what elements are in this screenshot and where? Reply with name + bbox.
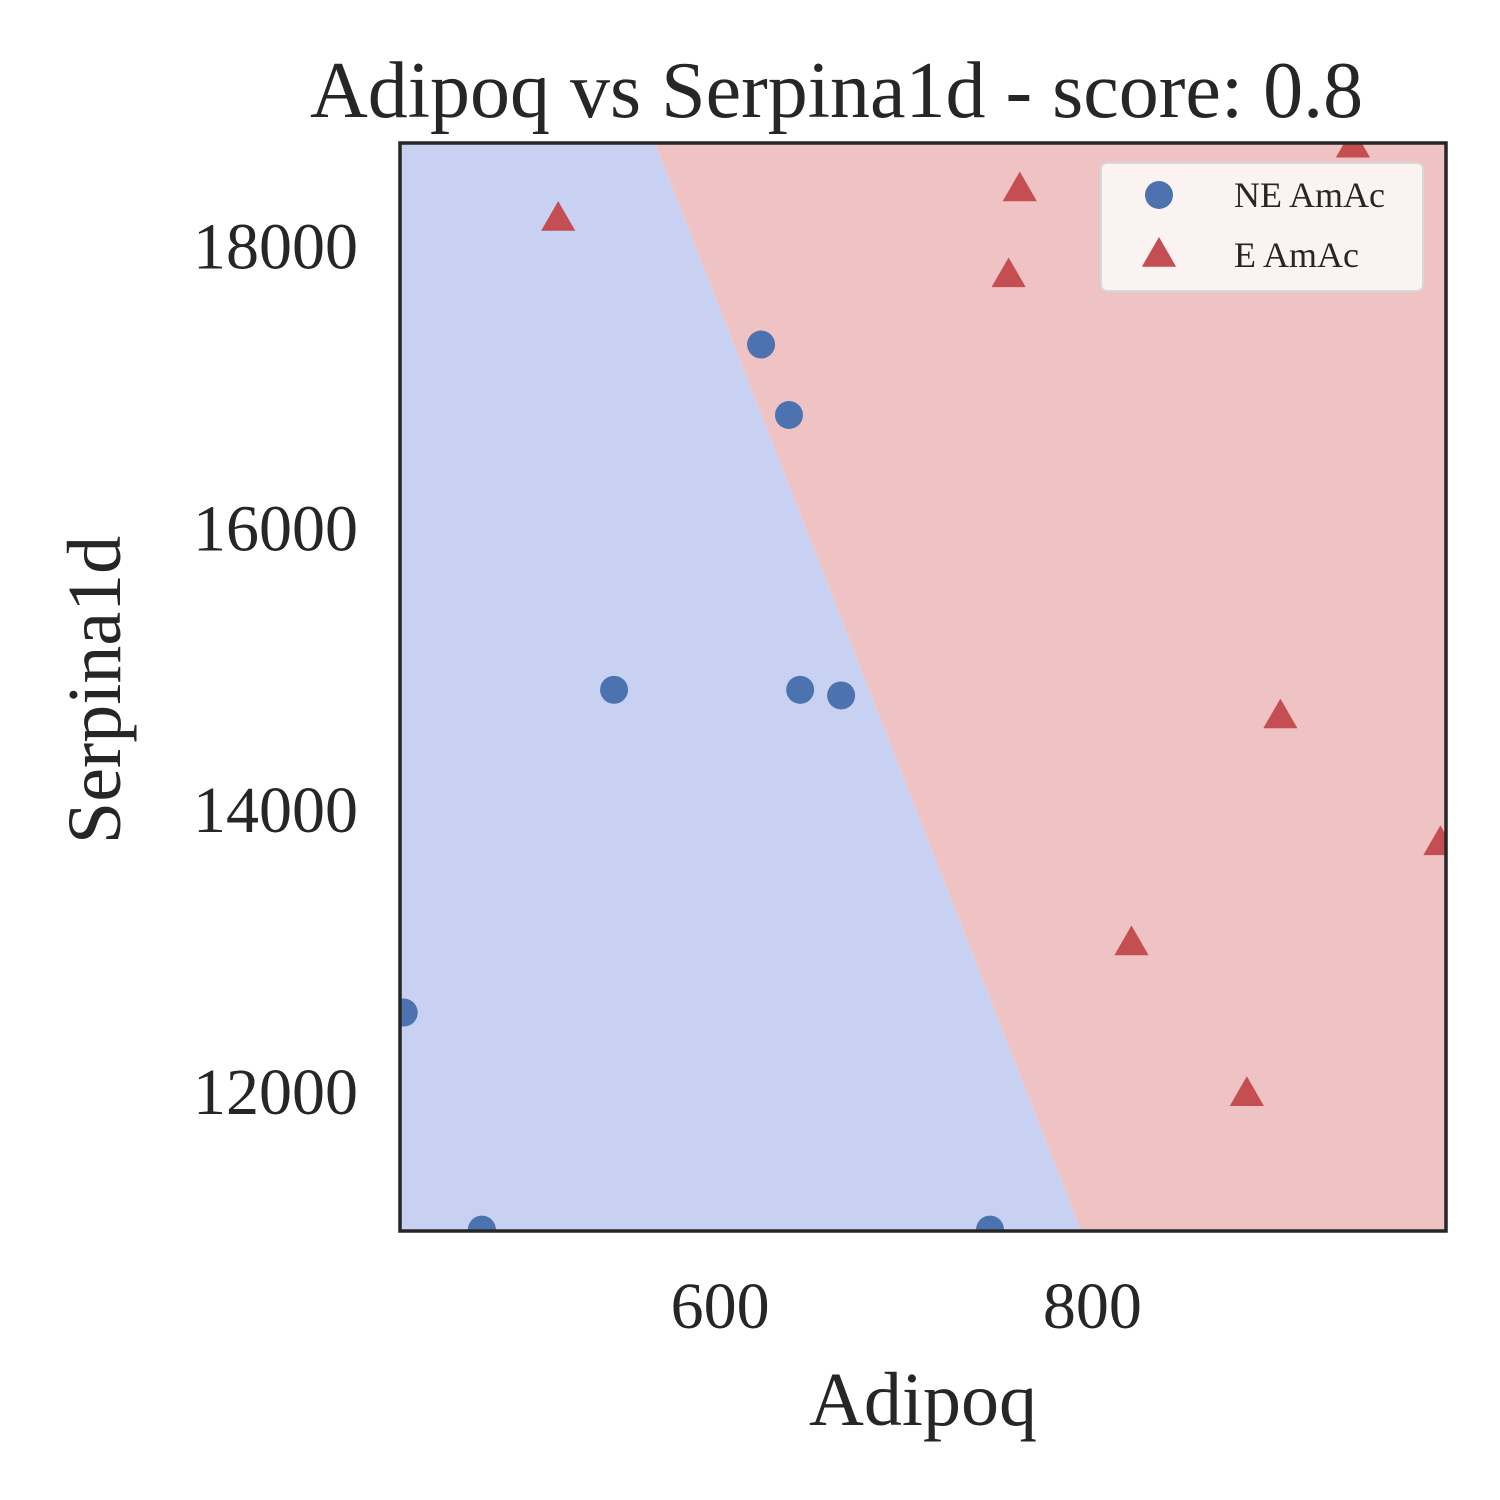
data-point-e-amac <box>541 201 576 231</box>
y-axis-ticks: 12000 14000 16000 18000 <box>193 210 358 1129</box>
data-point-e-amac <box>1114 925 1149 956</box>
data-point-ne-amac <box>467 1215 496 1231</box>
data-point-ne-amac <box>827 681 856 710</box>
chart-title: Adipoq vs Serpina1d - score: 0.8 <box>310 47 1363 135</box>
x-tick-label: 600 <box>671 1270 770 1343</box>
data-point-e-amac <box>1229 1076 1264 1106</box>
x-tick-label: 800 <box>1043 1270 1142 1343</box>
data-point-e-amac <box>991 257 1026 288</box>
data-point-ne-amac <box>747 330 776 359</box>
legend-label: E AmAc <box>1234 235 1359 275</box>
region-e-amac <box>654 143 1446 1231</box>
legend-marker-ne-amac <box>1145 181 1173 209</box>
data-point-ne-amac <box>600 675 629 704</box>
data-point-e-amac <box>1002 171 1037 202</box>
x-axis-label: Adipoq <box>809 1358 1037 1442</box>
region-ne-amac <box>400 143 1082 1231</box>
plot-frame <box>398 141 1448 1233</box>
data-point-e-amac <box>1423 825 1446 856</box>
y-tick-label: 16000 <box>193 492 358 565</box>
x-axis-ticks: 600 800 <box>671 1270 1142 1343</box>
data-point-ne-amac <box>786 675 815 704</box>
data-point-ne-amac <box>976 1215 1004 1231</box>
legend-box <box>1100 162 1424 292</box>
y-axis-label: Serpina1d <box>53 536 137 844</box>
decision-regions <box>400 143 1446 1231</box>
legend-marker-e-amac <box>1141 237 1177 267</box>
legend: NE AmAc E AmAc <box>1100 162 1424 292</box>
data-point-ne-amac <box>400 998 418 1027</box>
y-tick-label: 18000 <box>193 210 358 283</box>
data-point-ne-amac <box>774 401 803 429</box>
data-point-e-amac <box>1263 698 1298 729</box>
data-markers <box>400 143 1446 1231</box>
data-point-e-amac <box>1335 143 1371 158</box>
legend-label: NE AmAc <box>1234 175 1385 215</box>
y-tick-label: 14000 <box>193 774 358 847</box>
y-tick-label: 12000 <box>193 1056 358 1129</box>
